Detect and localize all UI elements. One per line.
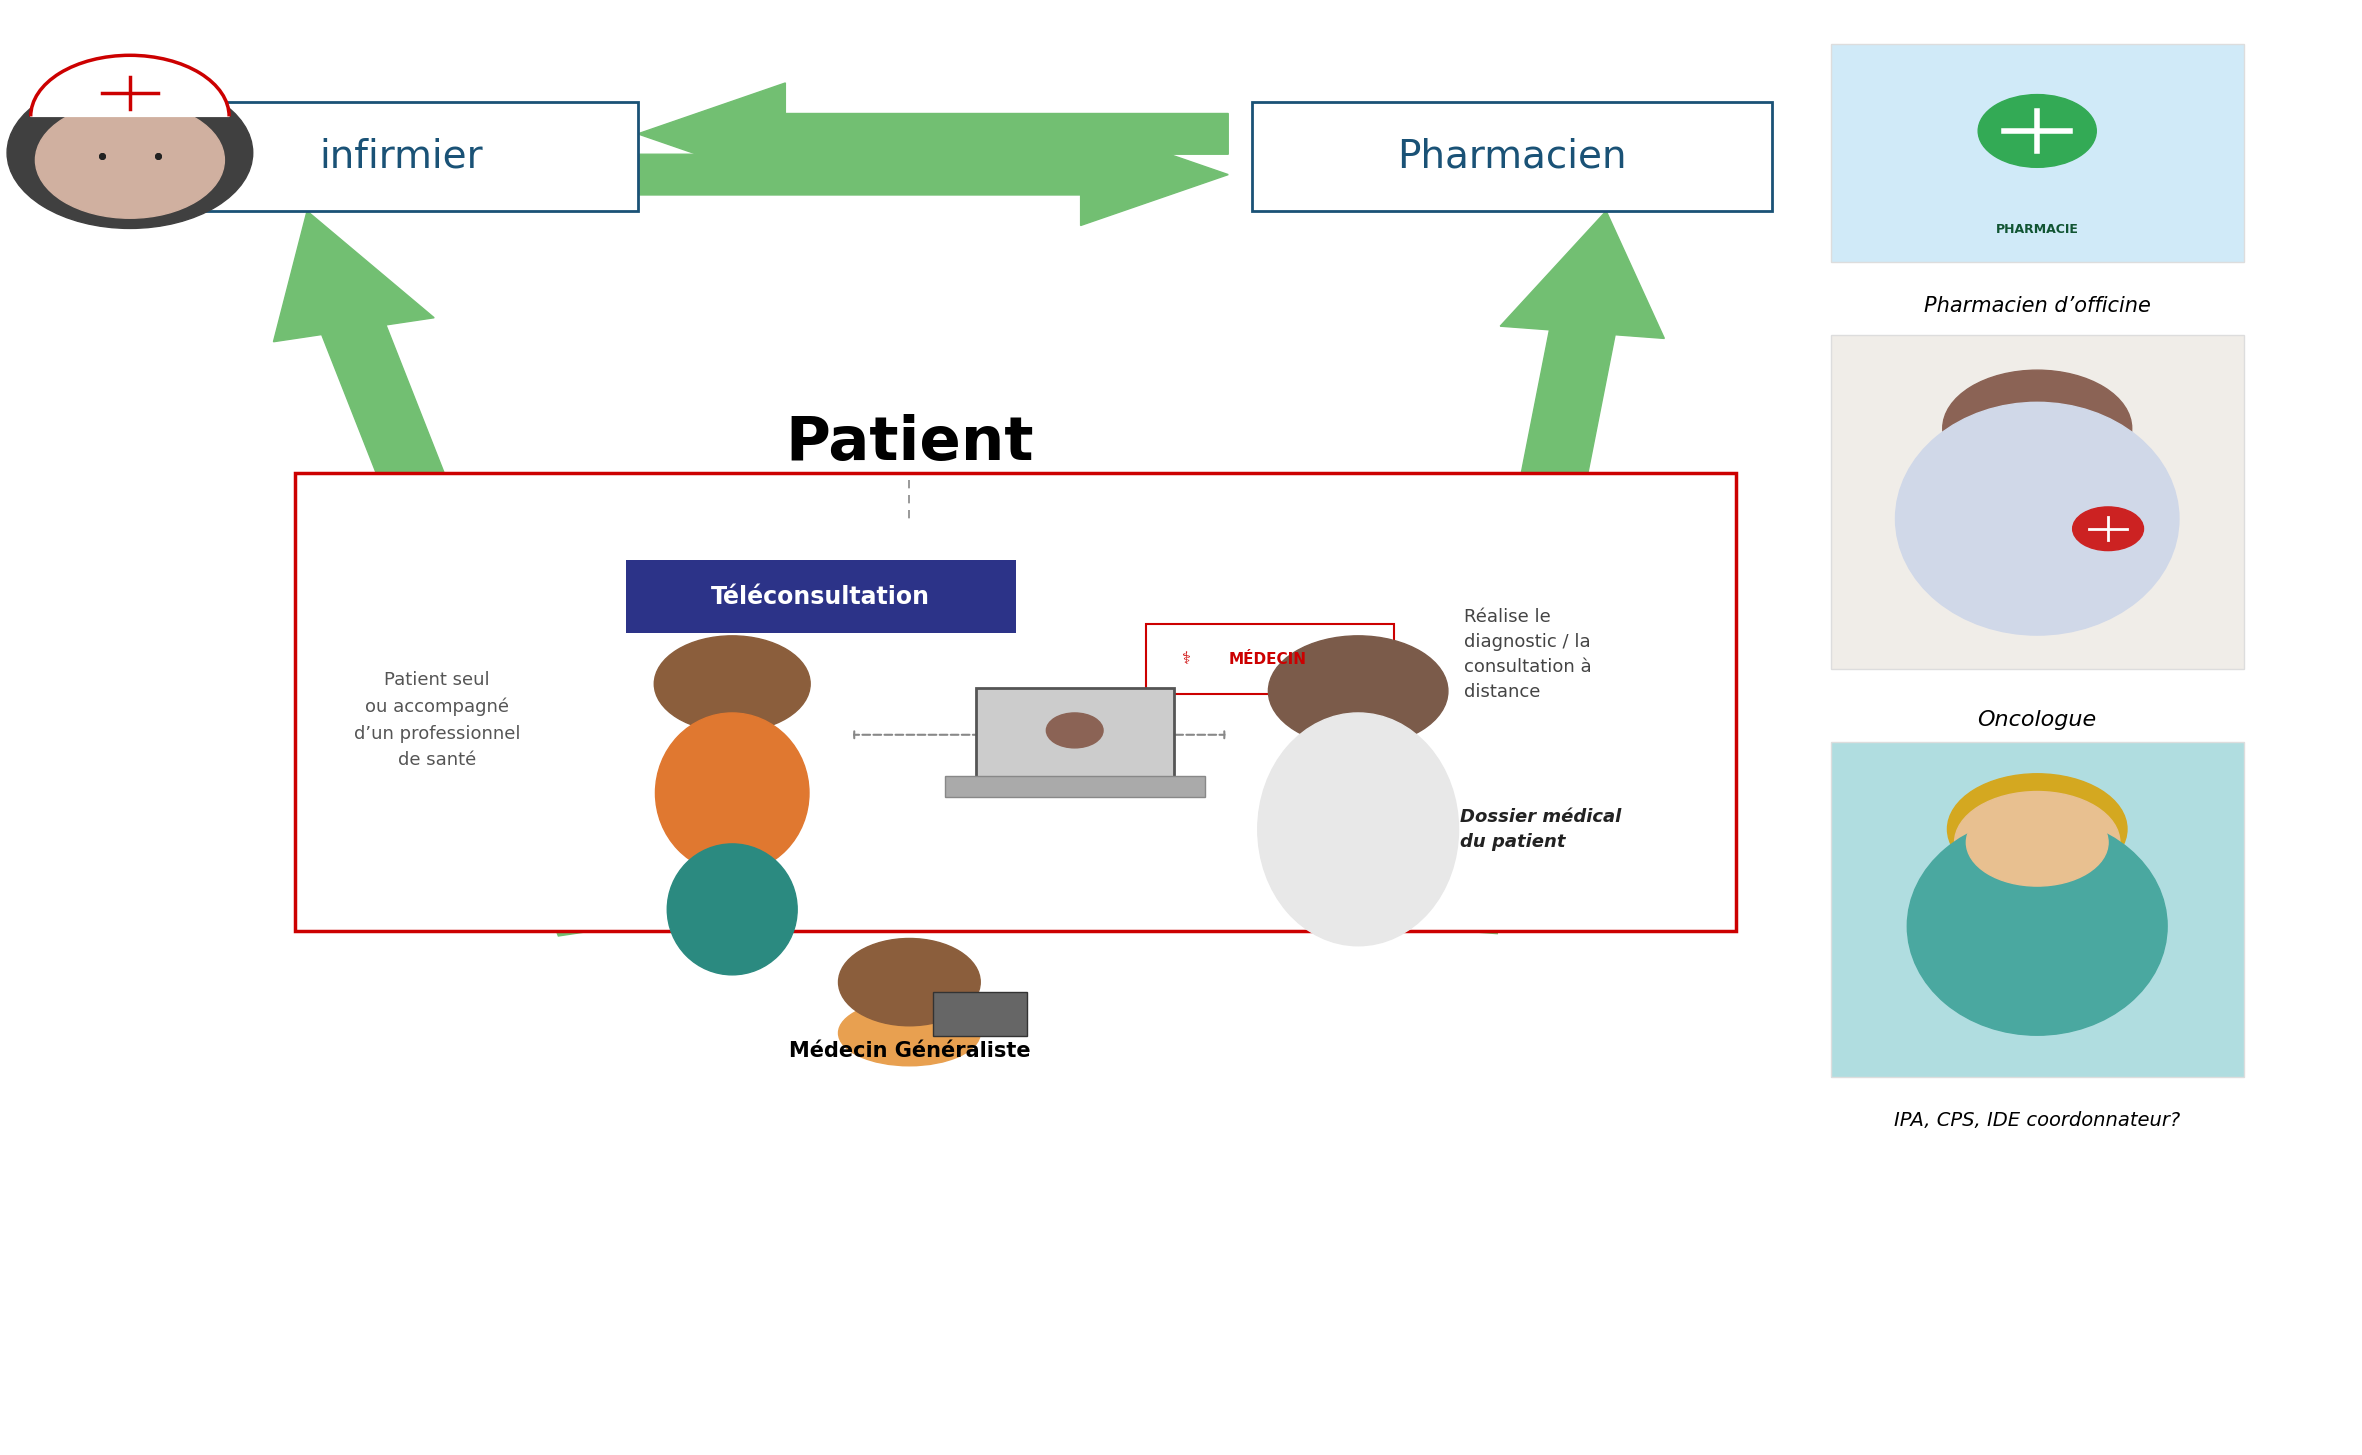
Text: infirmier: infirmier	[319, 137, 484, 176]
Circle shape	[1965, 799, 2107, 886]
FancyBboxPatch shape	[1831, 335, 2244, 669]
Text: Patient: Patient	[784, 415, 1035, 473]
FancyArrow shape	[638, 83, 1228, 185]
Text: Pharmacien d’officine: Pharmacien d’officine	[1923, 295, 2152, 316]
Text: Réalise le
diagnostic / la
consultation à
distance: Réalise le diagnostic / la consultation …	[1464, 608, 1592, 701]
Ellipse shape	[1894, 403, 2178, 634]
FancyBboxPatch shape	[1252, 102, 1772, 211]
Circle shape	[1946, 774, 2128, 885]
Circle shape	[1956, 792, 2121, 893]
Circle shape	[1942, 370, 2131, 486]
Ellipse shape	[839, 1001, 980, 1067]
Ellipse shape	[657, 713, 808, 873]
Circle shape	[2074, 506, 2142, 550]
Text: Pharmacien: Pharmacien	[1396, 137, 1627, 176]
FancyBboxPatch shape	[933, 992, 1027, 1036]
Ellipse shape	[1908, 818, 2168, 1036]
FancyBboxPatch shape	[1831, 742, 2244, 1077]
Circle shape	[839, 938, 980, 1026]
Circle shape	[1979, 95, 2097, 167]
Ellipse shape	[1257, 713, 1457, 946]
Circle shape	[1046, 713, 1103, 748]
Circle shape	[35, 102, 224, 218]
Wedge shape	[31, 55, 229, 116]
Text: Médecin Généraliste: Médecin Généraliste	[789, 1040, 1030, 1061]
FancyBboxPatch shape	[976, 688, 1174, 781]
Circle shape	[654, 636, 810, 732]
FancyBboxPatch shape	[295, 473, 1736, 931]
Text: Dossier médical
du patient: Dossier médical du patient	[1460, 808, 1620, 851]
Text: ⚕: ⚕	[1181, 650, 1190, 668]
FancyBboxPatch shape	[165, 102, 638, 211]
Text: PHARMACIE: PHARMACIE	[1996, 223, 2079, 236]
Circle shape	[7, 77, 253, 228]
Text: IPA, CPS, IDE coordonnateur?: IPA, CPS, IDE coordonnateur?	[1894, 1110, 2180, 1131]
Circle shape	[1268, 636, 1448, 746]
Ellipse shape	[666, 844, 798, 975]
FancyArrow shape	[638, 124, 1228, 226]
FancyBboxPatch shape	[1831, 44, 2244, 262]
FancyBboxPatch shape	[945, 776, 1205, 797]
Text: Patient seul
ou accompagné
d’un professionnel
de santé: Patient seul ou accompagné d’un professi…	[354, 671, 520, 770]
FancyArrow shape	[1431, 211, 1665, 934]
Text: MÉDECIN: MÉDECIN	[1228, 652, 1306, 666]
FancyBboxPatch shape	[626, 560, 1016, 633]
FancyArrow shape	[274, 211, 624, 936]
Text: Oncologue: Oncologue	[1977, 710, 2097, 730]
FancyBboxPatch shape	[1146, 624, 1394, 694]
Text: Téléconsultation: Téléconsultation	[711, 585, 931, 608]
